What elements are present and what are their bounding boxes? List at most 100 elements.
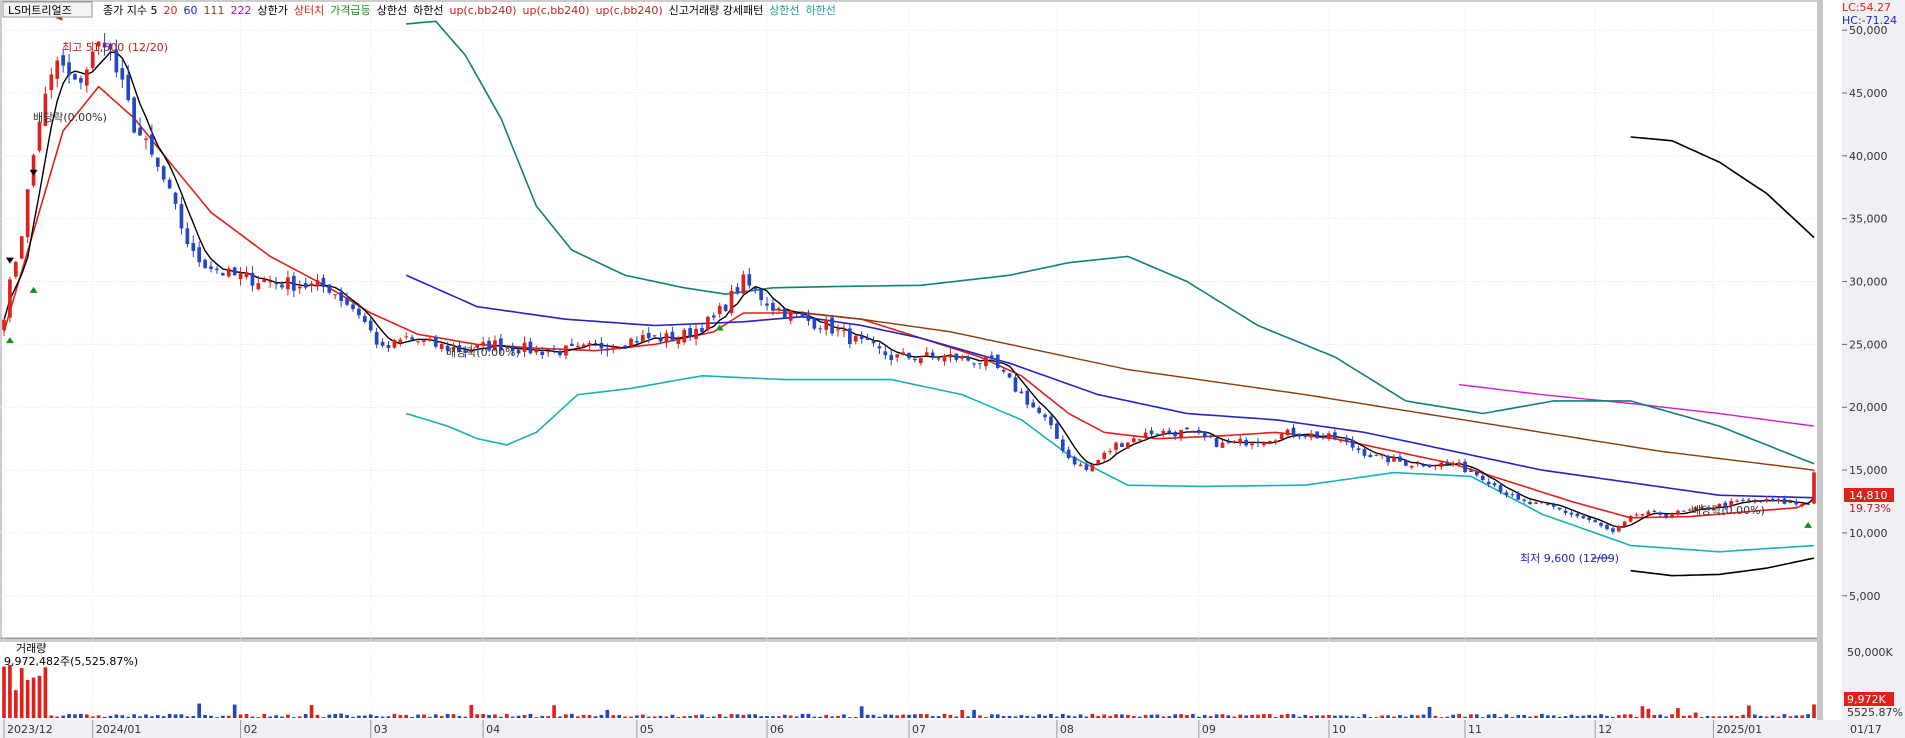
candle-body-212 [1256,442,1260,444]
volume-bar-264 [1563,716,1568,718]
candle-body-251 [1486,481,1491,485]
candle-body-83 [493,340,497,351]
marker-arrow-up-1 [5,337,14,344]
candle-body-44 [262,279,267,283]
candle-body-95 [564,345,568,356]
legend-item-11: up(c,bb240) [523,4,590,17]
legend-item-8: 상한선 [377,4,407,17]
volume-bar-53 [315,714,320,718]
candle-body-261 [1545,504,1550,506]
volume-bar-84 [499,716,503,718]
candle-body-220 [1303,434,1308,437]
volume-bar-149 [883,714,888,718]
candle-body-260 [1540,501,1544,503]
candle-body-273 [1616,526,1621,532]
volume-bar-4 [25,679,30,718]
volume-bar-205 [1214,714,1219,718]
candle-body-297 [1758,500,1763,502]
volume-bar-238 [1409,714,1414,718]
y-tick-label-0: 5,000 [1849,590,1881,603]
volume-bar-108 [640,714,645,718]
candle-body-73 [433,336,438,347]
volume-bar-101 [599,714,604,718]
candle-body-224 [1327,433,1331,439]
volume-bar-35 [209,715,213,718]
candle-body-181 [1072,456,1077,465]
volume-bar-239 [1415,715,1420,718]
candle-body-179 [1060,439,1065,451]
volume-bar-102 [605,709,610,718]
candle-body-108 [640,335,645,342]
candle-body-86 [510,345,515,352]
candle-body-192 [1137,439,1142,441]
candle-body-31 [185,228,190,245]
volume-bar-51 [303,714,308,718]
candle-body-117 [694,328,698,340]
volume-bar-229 [1356,716,1361,718]
candle-body-263 [1557,507,1562,510]
volume-bar-62 [368,714,373,718]
candle-body-226 [1338,439,1343,442]
candle-body-299 [1770,498,1775,502]
candle-body-33 [197,247,202,263]
volume-bar-220 [1303,714,1308,718]
volume-bar-208 [1232,716,1237,718]
volume-bar-306 [1812,704,1816,718]
candle-body-13 [79,78,83,83]
volume-bar-266 [1575,716,1580,718]
volume-bar-23 [138,716,142,718]
volume-bar-96 [570,713,574,718]
candle-body-113 [670,331,675,342]
candle-body-8 [49,74,54,91]
volume-bar-219 [1297,716,1302,718]
marker-arrow-up-3 [715,324,724,331]
candle-body-218 [1291,427,1296,436]
candle-body-281 [1664,514,1668,517]
volume-bar-1 [8,664,12,718]
volume-bar-129 [765,716,769,718]
volume-bar-125 [741,714,746,718]
candle-body-159 [942,355,947,362]
volume-bar-110 [652,716,657,718]
volume-bar-158 [936,716,941,718]
candle-body-10 [61,55,65,66]
x-tick-label-6: 06 [770,723,784,736]
candle-body-62 [368,320,373,331]
candle-body-82 [487,340,491,351]
candle-body-70 [416,341,420,343]
volume-bar-184 [1090,713,1095,718]
candle-body-169 [1001,369,1006,372]
stock-name-box[interactable] [2,1,93,18]
volume-bar-245 [1451,714,1456,718]
candle-body-15 [90,51,95,69]
volume-bar-17 [102,716,107,718]
scroll-handle[interactable] [1817,0,1823,720]
candle-body-25 [150,134,154,155]
candle-body-106 [629,338,633,347]
volume-bar-14 [84,714,89,718]
candle-body-3 [19,236,24,259]
volume-bar-10 [61,715,65,718]
volume-bar-26 [155,715,160,718]
candle-body-17 [102,42,107,48]
volume-title: 거래량 [16,642,46,655]
series-line-ma222 [1459,383,1815,427]
volume-bar-228 [1350,716,1355,718]
legend-item-6: 상터치 [294,4,324,17]
legend-item-3: 111 [203,4,224,17]
candle-body-58 [345,298,349,305]
volume-bar-233 [1380,715,1385,718]
candle-body-164 [972,363,976,365]
candle-body-291 [1723,502,1728,508]
candle-body-112 [664,333,669,343]
volume-bar-250 [1480,717,1485,718]
candle-body-302 [1788,502,1793,504]
candle-body-85 [504,347,509,349]
candle-body-303 [1794,501,1799,505]
candle-body-253 [1498,485,1503,492]
volume-bar-13 [79,713,83,718]
price-badge-pct: 19.73% [1849,502,1891,515]
candle-body-227 [1344,437,1349,442]
candle-body-264 [1563,510,1568,513]
volume-bar-119 [706,717,710,718]
